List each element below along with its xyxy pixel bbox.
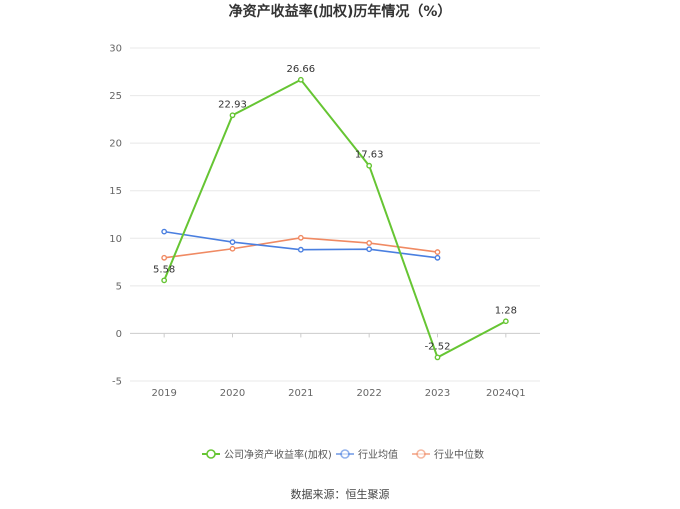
legend: 公司净资产收益率(加权) 行业均值 行业中位数 — [202, 448, 484, 461]
data-point[interactable] — [434, 354, 441, 361]
x-tick-label: 2024Q1 — [486, 388, 526, 399]
grid — [130, 47, 540, 382]
data-label: 22.93 — [218, 99, 247, 110]
data-point[interactable] — [161, 228, 168, 235]
y-axis-ticks: -5 0 5 10 15 20 25 30 — [109, 44, 122, 388]
data-label: 26.66 — [287, 64, 316, 75]
source-note: 数据来源：恒生聚源 — [291, 487, 390, 501]
x-tick-label: 2019 — [151, 388, 176, 399]
legend-item-label[interactable]: 行业均值 — [358, 448, 398, 461]
legend-swatch-marker — [340, 449, 350, 459]
y-tick-label: 25 — [109, 91, 122, 102]
x-tick-label: 2023 — [425, 388, 450, 399]
data-point[interactable] — [229, 112, 236, 119]
data-point[interactable] — [434, 249, 441, 255]
legend-swatch-marker — [206, 449, 216, 459]
data-label: 17.63 — [355, 150, 384, 161]
y-tick-label: 10 — [109, 234, 122, 245]
data-point[interactable] — [161, 277, 168, 284]
y-tick-label: -5 — [112, 377, 122, 388]
data-point[interactable] — [366, 246, 373, 253]
data-labels: 5.58 22.93 26.66 17.63 -2.52 1.28 — [153, 64, 517, 353]
data-point[interactable] — [366, 162, 373, 169]
legend-item-label[interactable]: 行业中位数 — [434, 448, 484, 461]
legend-swatch-marker — [416, 449, 426, 459]
data-label: -2.52 — [425, 341, 451, 352]
data-point[interactable] — [366, 240, 373, 246]
data-point[interactable] — [502, 318, 509, 325]
data-point[interactable] — [161, 254, 168, 261]
y-tick-label: 15 — [109, 186, 122, 197]
data-point[interactable] — [297, 234, 304, 241]
y-tick-label: 0 — [116, 329, 122, 340]
x-tick-label: 2021 — [288, 388, 313, 399]
series-layer — [161, 76, 509, 361]
y-tick-label: 5 — [116, 281, 122, 292]
series-line-0 — [163, 78, 507, 359]
y-tick-label: 30 — [109, 44, 122, 55]
x-tick-label: 2020 — [220, 388, 245, 399]
x-tick-label: 2022 — [356, 388, 381, 399]
legend-item-label[interactable]: 公司净资产收益率(加权) — [224, 448, 332, 461]
x-axis-ticks: 2019 2020 2021 2022 2023 2024Q1 — [151, 333, 526, 399]
data-point[interactable] — [434, 254, 441, 261]
data-label: 1.28 — [495, 305, 517, 316]
chart-title: 净资产收益率(加权)历年情况（%） — [229, 3, 452, 20]
y-tick-label: 20 — [109, 139, 122, 150]
data-point[interactable] — [297, 76, 304, 83]
data-point[interactable] — [297, 246, 304, 253]
data-point[interactable] — [229, 245, 236, 252]
data-label: 5.58 — [153, 264, 175, 275]
data-point[interactable] — [229, 239, 236, 245]
